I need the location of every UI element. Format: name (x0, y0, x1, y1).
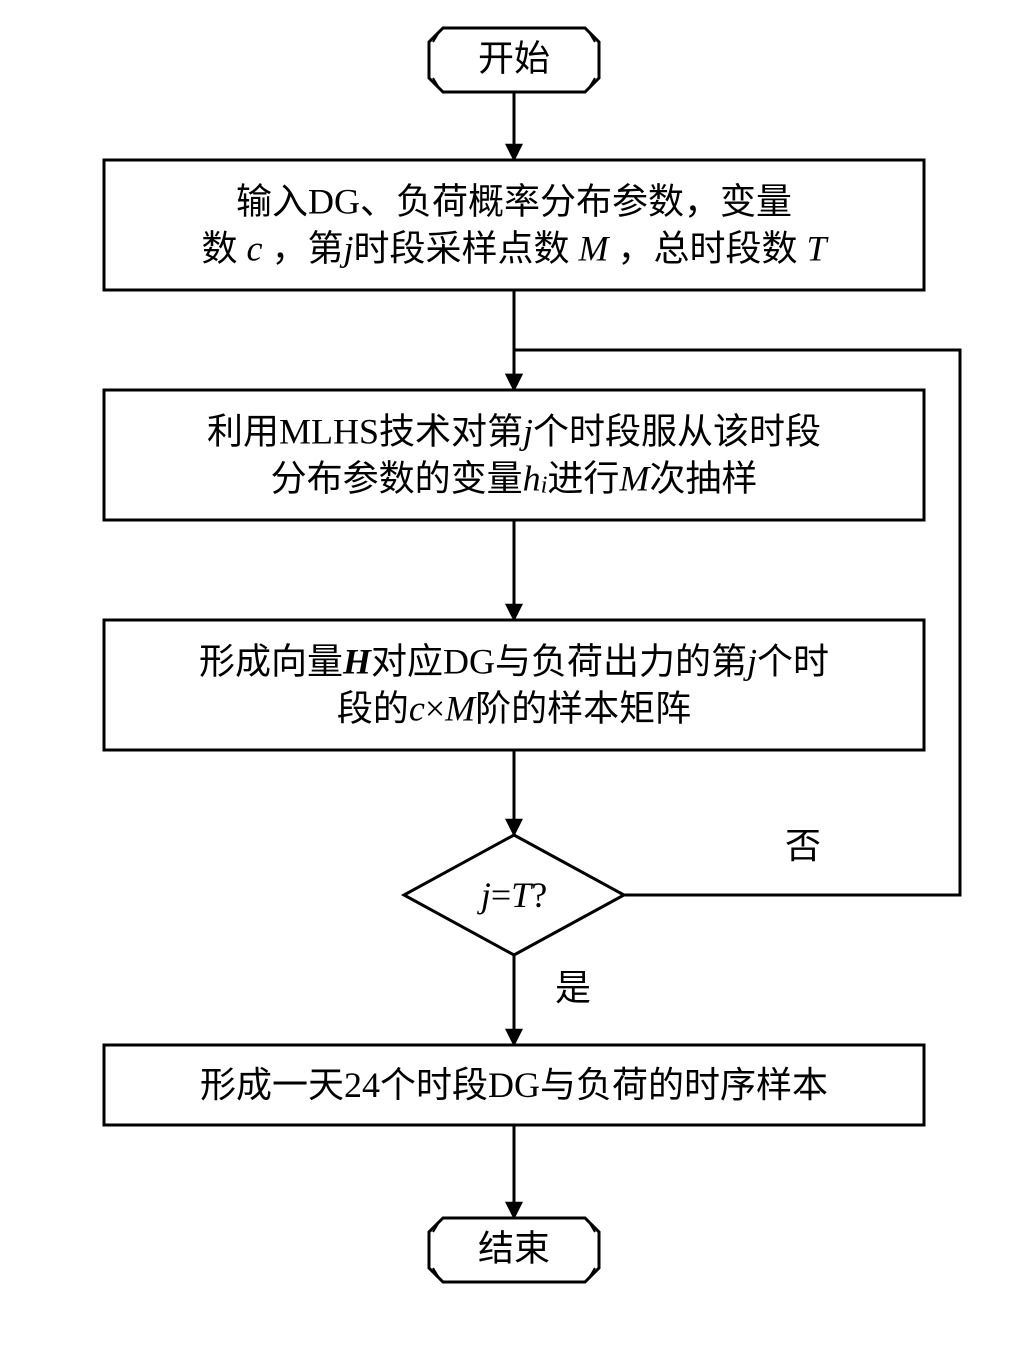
node-mlhs-line-1: 分布参数的变量hi进行M次抽样 (271, 459, 758, 499)
node-start: 开始 (429, 28, 599, 92)
node-mlhs-line-0: 利用MLHS技术对第j个时段服从该时段 (207, 412, 821, 452)
node-matrix-line-1: 段的c×M阶的样本矩阵 (337, 689, 691, 729)
node-end: 结束 (429, 1218, 599, 1282)
node-matrix: 形成向量H对应DG与负荷出力的第j个时段的c×M阶的样本矩阵 (104, 620, 924, 750)
flowchart-canvas: 是否开始输入DG、负荷概率分布参数，变量数 c ，第j时段采样点数 M ，总时段… (0, 0, 1028, 1364)
node-result-line-0: 形成一天24个时段DG与负荷的时序样本 (200, 1065, 828, 1105)
node-decision-line-0: j=T? (477, 875, 547, 915)
node-mlhs: 利用MLHS技术对第j个时段服从该时段分布参数的变量hi进行M次抽样 (104, 390, 924, 520)
edge-label-否: 否 (785, 826, 821, 866)
node-result: 形成一天24个时段DG与负荷的时序样本 (104, 1045, 924, 1125)
node-start-text: 开始 (478, 38, 550, 78)
node-decision: j=T? (404, 835, 624, 955)
nodes-layer: 开始输入DG、负荷概率分布参数，变量数 c ，第j时段采样点数 M ，总时段数 … (104, 28, 924, 1282)
node-input-line-1: 数 c ，第j时段采样点数 M ，总时段数 T (201, 229, 829, 269)
edge-label-是: 是 (555, 968, 591, 1008)
node-input-line-0: 输入DG、负荷概率分布参数，变量 (236, 182, 792, 222)
node-matrix-line-0: 形成向量H对应DG与负荷出力的第j个时 (199, 642, 829, 682)
node-input: 输入DG、负荷概率分布参数，变量数 c ，第j时段采样点数 M ，总时段数 T (104, 160, 924, 290)
node-end-text: 结束 (478, 1228, 550, 1268)
